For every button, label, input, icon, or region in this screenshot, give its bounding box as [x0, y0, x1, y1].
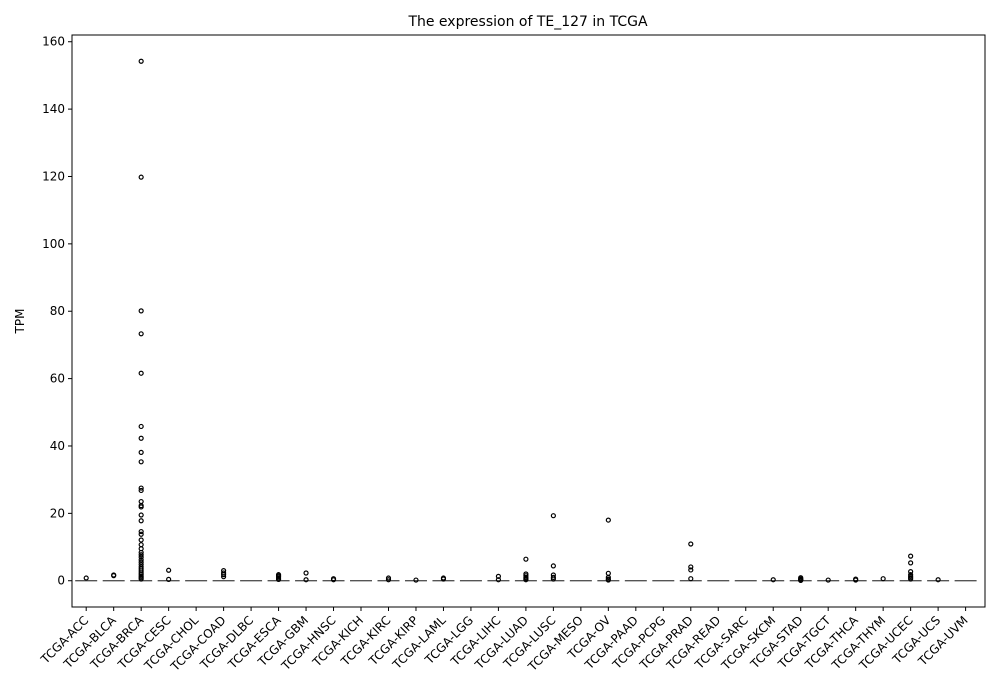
outlier-point — [138, 537, 144, 543]
outlier-point — [138, 512, 144, 518]
outlier-point — [221, 574, 227, 580]
outlier-point — [385, 575, 392, 581]
outlier-point — [523, 571, 529, 577]
outlier-point — [495, 577, 502, 583]
y-tick-label: 120 — [42, 169, 65, 183]
plot-area: 020406080100120140160TCGA-ACCTCGA-BLCATC… — [38, 35, 977, 674]
outlier-point — [798, 577, 804, 583]
outlier-point — [908, 553, 914, 559]
outlier-point — [138, 308, 144, 314]
outlier-point — [166, 567, 172, 573]
outlier-point — [935, 577, 941, 583]
outlier-point — [138, 518, 144, 524]
y-tick-label: 160 — [42, 35, 65, 49]
y-tick-label: 100 — [42, 237, 65, 251]
chart-title: The expression of TE_127 in TCGA — [407, 14, 648, 30]
outlier-point — [138, 531, 144, 537]
outlier-point — [138, 449, 144, 455]
outlier-point — [138, 487, 144, 494]
outlier-point — [908, 560, 914, 566]
outlier-point — [138, 576, 144, 582]
plot-frame — [71, 34, 986, 608]
outlier-point — [495, 573, 502, 579]
outlier-point — [221, 572, 227, 578]
outlier-point — [138, 58, 144, 64]
outlier-point — [303, 577, 309, 583]
outlier-point — [111, 573, 117, 579]
outlier-point — [688, 576, 694, 582]
outlier-point — [550, 574, 556, 580]
outlier-point — [605, 570, 611, 576]
outlier-point — [138, 504, 144, 510]
outlier-point — [330, 577, 337, 583]
outlier-point — [688, 564, 694, 570]
y-tick-label: 0 — [57, 574, 65, 588]
outlier-point — [688, 541, 694, 547]
outlier-point — [908, 576, 914, 582]
y-tick-label: 60 — [50, 372, 65, 386]
outlier-point — [523, 556, 529, 562]
outlier-point — [83, 575, 89, 581]
outlier-point — [605, 517, 611, 523]
outlier-point — [303, 570, 309, 576]
outlier-point — [138, 498, 144, 505]
y-tick-label: 20 — [50, 506, 65, 520]
outlier-point — [385, 577, 392, 583]
outlier-point — [138, 528, 144, 535]
outlier-point — [138, 331, 144, 337]
outlier-point — [138, 559, 144, 565]
outlier-point — [440, 576, 447, 582]
outlier-point — [138, 485, 144, 491]
outlier-point — [853, 577, 859, 583]
outlier-point — [138, 552, 144, 558]
y-axis-label: TPM — [13, 309, 27, 335]
outlier-point — [550, 563, 556, 569]
outlier-point — [770, 577, 776, 583]
outlier-point — [138, 570, 144, 576]
outlier-point — [138, 549, 144, 556]
outlier-point — [550, 513, 556, 519]
outlier-point — [166, 576, 172, 582]
outlier-point — [688, 567, 694, 573]
outlier-point — [825, 577, 831, 583]
outlier-point — [275, 576, 282, 582]
outlier-point — [523, 577, 529, 583]
outlier-point — [138, 423, 144, 430]
outlier-point — [605, 574, 611, 580]
outlier-point — [605, 577, 611, 583]
outlier-point — [880, 576, 886, 582]
outlier-point — [138, 370, 144, 376]
y-tick-label: 80 — [50, 304, 65, 318]
outlier-point — [138, 459, 144, 465]
outlier-point — [138, 542, 144, 548]
outlier-point — [908, 569, 914, 575]
y-tick-label: 40 — [50, 439, 65, 453]
y-tick-label: 140 — [42, 102, 65, 116]
outlier-point — [413, 577, 419, 583]
outlier-point — [138, 554, 144, 560]
outlier-point — [550, 576, 556, 582]
outlier-point — [138, 435, 144, 441]
outlier-point — [138, 174, 144, 180]
outlier-point — [138, 557, 144, 563]
